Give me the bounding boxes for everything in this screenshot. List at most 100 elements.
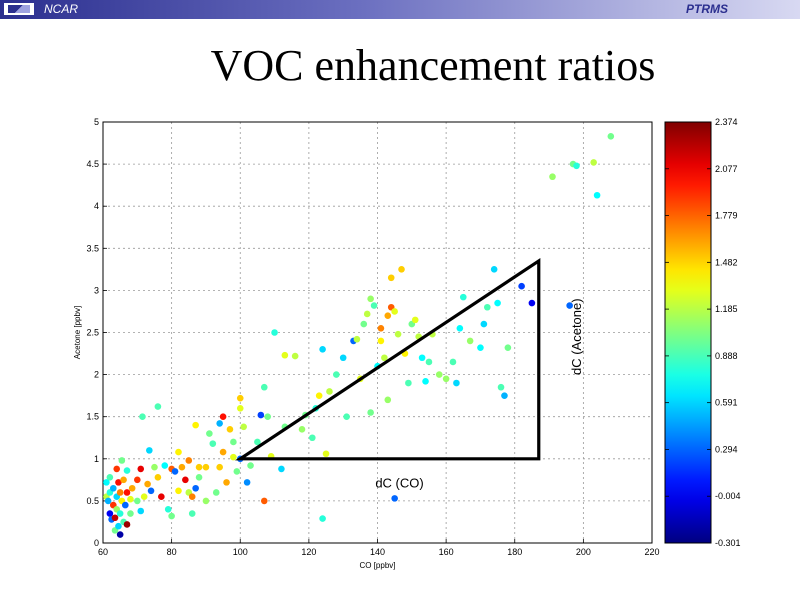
data-point — [115, 522, 122, 530]
data-point — [442, 375, 450, 383]
data-point — [137, 465, 145, 473]
data-point — [381, 354, 388, 362]
data-point — [113, 465, 121, 473]
data-point — [278, 465, 285, 473]
y-tick-label: 0 — [94, 538, 99, 548]
data-point — [425, 358, 433, 366]
data-point — [226, 426, 234, 433]
data-point — [484, 303, 491, 311]
data-point — [139, 413, 146, 421]
data-point — [151, 463, 158, 471]
data-point — [264, 413, 272, 421]
data-point — [111, 514, 119, 522]
data-point — [504, 344, 512, 351]
y-tick-label: 5 — [94, 117, 99, 127]
data-point — [607, 133, 615, 140]
y-tick-label: 4 — [94, 201, 99, 211]
y-tick-label: 4.5 — [86, 159, 99, 169]
data-point — [309, 434, 316, 442]
data-point — [240, 423, 247, 431]
data-point — [219, 413, 227, 421]
colorbar-tick-label: 0.888 — [715, 351, 738, 361]
data-point — [106, 510, 114, 517]
data-point — [171, 468, 179, 475]
y-tick-label: 0.5 — [86, 496, 99, 506]
data-point — [326, 388, 333, 395]
data-point — [333, 371, 340, 378]
data-point — [118, 457, 126, 464]
colorbar-tick-label: -0.004 — [715, 491, 741, 501]
data-point — [339, 354, 347, 362]
data-point — [590, 159, 597, 166]
data-point — [490, 266, 498, 273]
data-point — [185, 457, 193, 464]
data-point — [260, 497, 268, 505]
data-point — [257, 411, 265, 419]
data-point — [343, 413, 350, 421]
data-point — [175, 448, 182, 456]
data-point — [178, 463, 186, 471]
data-point — [154, 474, 162, 481]
data-point — [528, 299, 536, 307]
data-point — [230, 438, 237, 446]
data-point — [158, 493, 165, 500]
data-point — [137, 507, 145, 515]
data-point — [128, 484, 136, 492]
slide-title: VOC enhancement ratios — [210, 41, 656, 90]
data-point — [319, 515, 326, 522]
data-point — [247, 462, 254, 469]
data-point — [271, 329, 278, 336]
y-tick-label: 3.5 — [86, 243, 99, 253]
data-point — [212, 489, 220, 496]
data-point — [219, 448, 227, 456]
data-point — [518, 282, 525, 290]
logo-mark-icon — [8, 5, 30, 13]
data-point — [120, 476, 127, 484]
data-point — [104, 497, 112, 505]
data-point — [216, 463, 223, 471]
data-point — [182, 476, 189, 484]
colorbar-tick-label: 1.185 — [715, 304, 738, 314]
colorbar-tick-label: 1.779 — [715, 211, 738, 221]
x-tick-label: 180 — [507, 547, 522, 557]
data-point — [315, 392, 323, 399]
data-point — [209, 440, 217, 447]
y-tick-label: 1.5 — [86, 412, 99, 422]
colorbar-tick-label: 1.482 — [715, 257, 738, 267]
data-point — [216, 420, 223, 427]
data-point — [466, 337, 474, 345]
data-point — [233, 468, 241, 475]
data-point — [384, 396, 392, 404]
x-tick-label: 120 — [301, 547, 316, 557]
data-point — [501, 392, 508, 399]
data-point — [254, 438, 261, 446]
data-point — [195, 463, 203, 471]
colorbar-tick-label: -0.301 — [715, 538, 741, 548]
header-bar: NCAR PTRMS — [0, 0, 800, 19]
x-tick-label: 80 — [167, 547, 177, 557]
data-point — [116, 489, 124, 496]
data-point — [453, 379, 460, 387]
y-axis-label: Acetone [ppbv] — [73, 306, 82, 359]
y-tick-label: 3 — [94, 285, 99, 295]
data-point — [391, 495, 398, 502]
data-point — [497, 383, 505, 391]
data-point — [195, 474, 203, 481]
data-point — [164, 506, 172, 513]
colorbar-tick-label: 2.374 — [715, 117, 738, 127]
data-point — [192, 484, 199, 492]
data-point — [109, 484, 117, 492]
data-point — [123, 467, 131, 474]
data-point — [116, 510, 124, 517]
data-point — [206, 430, 213, 437]
data-point — [549, 173, 556, 181]
data-point — [134, 476, 141, 484]
colorbar-tick-label: 0.294 — [715, 444, 738, 454]
data-point — [573, 162, 580, 170]
data-point — [377, 337, 385, 345]
data-point — [435, 371, 443, 378]
data-point — [353, 335, 361, 343]
enhancement-triangle — [234, 257, 541, 461]
data-point — [422, 378, 429, 385]
